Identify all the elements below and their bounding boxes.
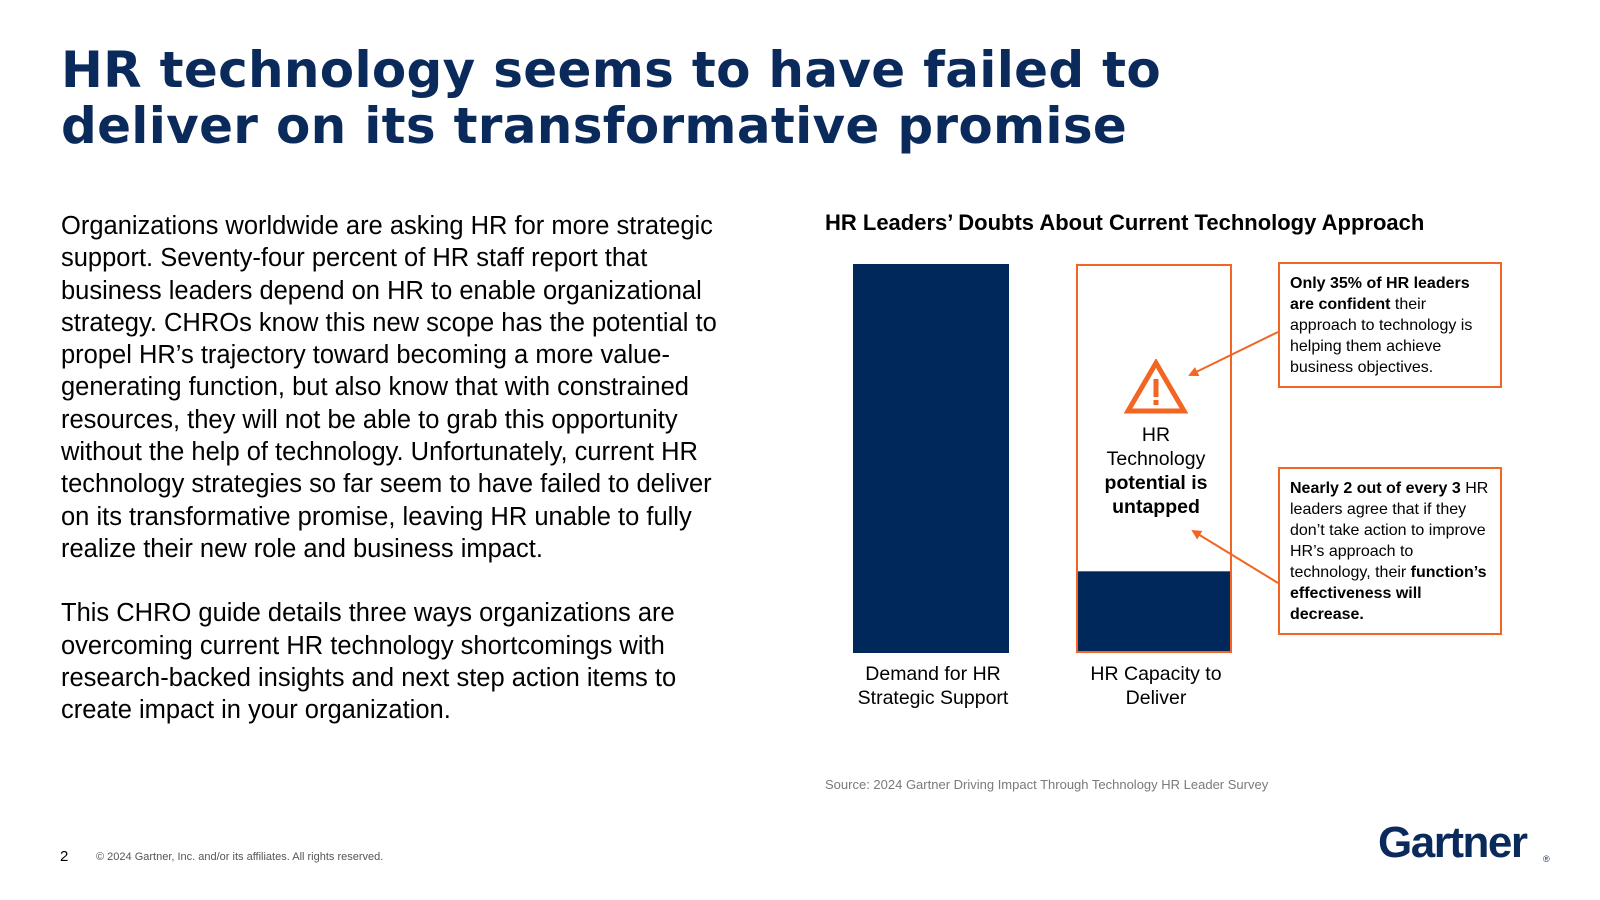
callout-arrow-2 [1191, 529, 1279, 584]
callout-2-bold-end: function’s effectiveness will decrease. [1290, 564, 1487, 623]
category-label-demand: Demand for HR Strategic Support [857, 663, 1009, 709]
page-number: 2 [60, 848, 69, 865]
bar-1 [1076, 571, 1232, 653]
title-line-2: deliver on its transformative promise [61, 97, 1128, 155]
body-paragraph-1: Organizations worldwide are asking HR fo… [61, 212, 717, 563]
callout-2-bold: Nearly 2 out of every 3 [1290, 480, 1461, 497]
callout-confidence: Only 35% of HR leaders are confident the… [1278, 262, 1502, 388]
callout-arrow-1 [1188, 331, 1279, 376]
bars-layer [853, 264, 1232, 653]
callout-1-text: their approach to technology is helping … [1290, 296, 1473, 376]
chart-source: Source: 2024 Gartner Driving Impact Thro… [825, 777, 1269, 792]
callout-effectiveness: Nearly 2 out of every 3 HR leaders agree… [1278, 467, 1502, 635]
untapped-label-line-1: HR [1141, 424, 1171, 446]
category-label-capacity: HR Capacity to Deliver [1090, 663, 1222, 709]
chart-title: HR Leaders’ Doubts About Current Technol… [825, 210, 1425, 235]
registered-mark: ® [1543, 854, 1550, 864]
bar-0 [853, 264, 1009, 653]
page-title: HR technology seems to have failed to de… [61, 42, 1361, 154]
gartner-logo: Gartner [1378, 818, 1528, 867]
untapped-label-line-2: Technology [1106, 448, 1206, 470]
untapped-label-line-3: potential is [1104, 472, 1208, 494]
untapped-potential-label: HR Technology potential is untapped [1076, 423, 1236, 519]
warning-triangle-icon [1124, 359, 1188, 414]
title-line-1: HR technology seems to have failed to [61, 41, 1162, 99]
body-text: Organizations worldwide are asking HR fo… [61, 210, 721, 726]
callout-2-text: HR leaders agree that if they don’t take… [1290, 480, 1489, 581]
callout-1-bold: Only 35% of HR leaders are confident [1290, 275, 1470, 313]
copyright-notice: © 2024 Gartner, Inc. and/or its affiliat… [96, 851, 384, 863]
untapped-outline [1076, 264, 1232, 653]
untapped-label-line-4: untapped [1112, 496, 1200, 518]
body-paragraph-2: This CHRO guide details three ways organ… [61, 599, 677, 725]
